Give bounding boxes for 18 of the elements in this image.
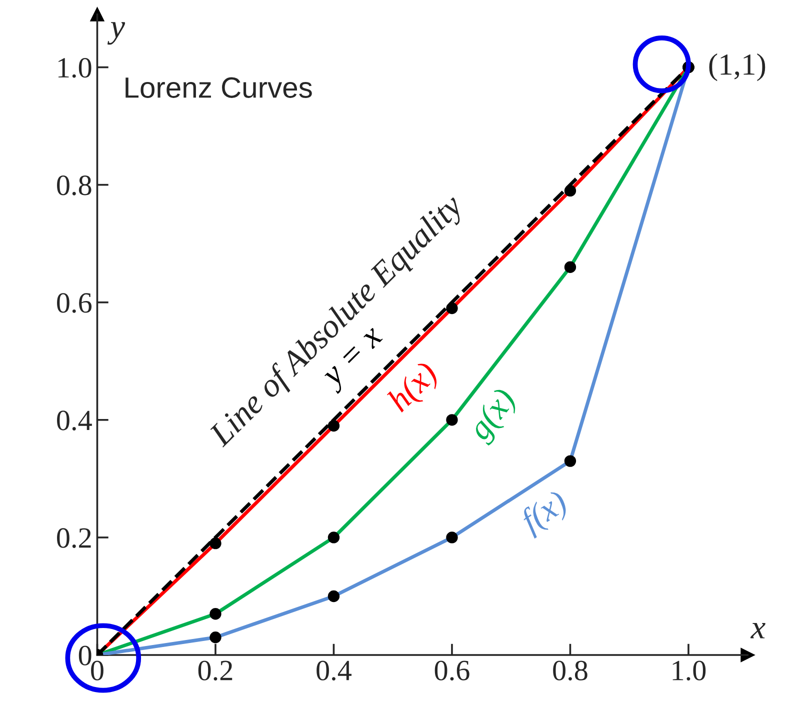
y-axis-title: y — [107, 22, 126, 45]
x-tick-label: 1.0 — [672, 660, 706, 681]
x-tick-label: 0.8 — [553, 660, 588, 681]
x-axis-title: x — [750, 623, 766, 638]
y-tick-label: 0.4 — [57, 410, 92, 430]
y-tick-label: 0.8 — [57, 176, 92, 196]
y-tick-label: 0.6 — [57, 293, 92, 313]
text: Lorenz Curves — [126, 77, 312, 98]
text: h(x) — [386, 360, 444, 418]
annotation: (1,1) — [709, 53, 766, 82]
text: f(x) — [518, 488, 572, 539]
x-tick-label: 0.4 — [316, 660, 352, 681]
text: g(x) — [471, 386, 522, 446]
x-tick-label: 0.2 — [198, 660, 232, 681]
y-tick-label: 1.0 — [58, 58, 92, 78]
y-tick-label: 0.2 — [57, 528, 91, 548]
x-tick-label: 0.6 — [434, 660, 470, 681]
y-tick-label: 0 — [78, 646, 92, 666]
